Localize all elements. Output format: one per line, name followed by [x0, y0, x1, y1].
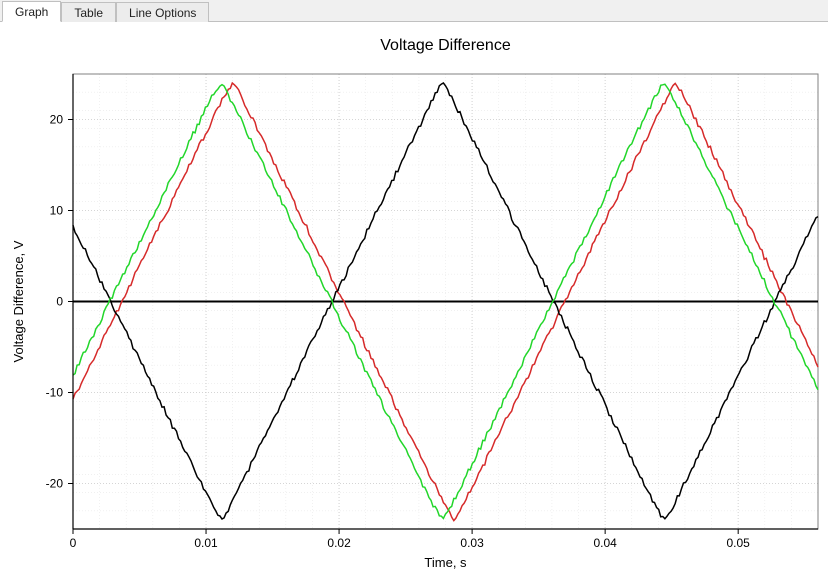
svg-text:0: 0 [70, 536, 77, 550]
voltage-chart: 0 0.01 0.02 0.03 0.04 0.05 -20 -10 0 10 20 Voltage … [0, 22, 828, 574]
svg-text:0.04: 0.04 [593, 536, 617, 550]
tab-bar: Graph Table Line Options [0, 0, 828, 22]
tab-table[interactable]: Table [61, 2, 116, 22]
svg-text:0.05: 0.05 [726, 536, 750, 550]
svg-text:20: 20 [50, 113, 64, 127]
svg-text:10: 10 [50, 204, 64, 218]
svg-text:0.01: 0.01 [194, 536, 218, 550]
tab-graph[interactable]: Graph [2, 1, 61, 22]
app-root: { "tabs": [ { "label": "Graph", "active"… [0, 0, 828, 574]
chart-title: Voltage Difference [380, 37, 511, 54]
svg-text:0: 0 [56, 295, 63, 309]
svg-text:0.03: 0.03 [460, 536, 484, 550]
tab-line-options[interactable]: Line Options [116, 2, 209, 22]
svg-text:-10: -10 [46, 386, 64, 400]
svg-text:-20: -20 [46, 477, 64, 491]
svg-text:0.02: 0.02 [327, 536, 351, 550]
y-axis-label: Voltage Difference, V [11, 240, 26, 362]
x-axis-label: Time, s [424, 555, 467, 570]
chart-container: 0 0.01 0.02 0.03 0.04 0.05 -20 -10 0 10 20 Voltage … [0, 22, 828, 574]
